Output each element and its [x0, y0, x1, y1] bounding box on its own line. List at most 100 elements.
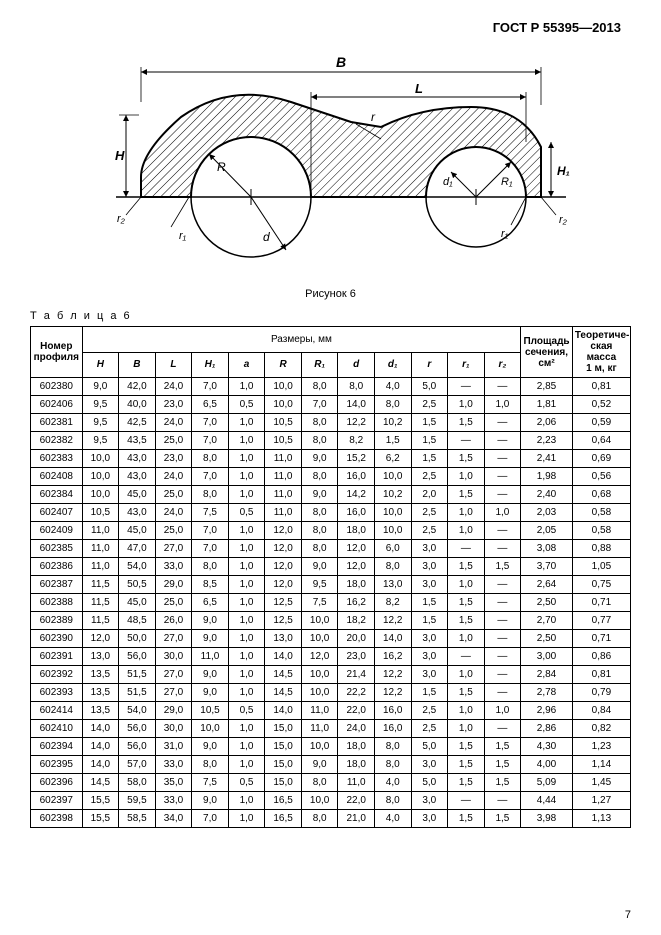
table-row: 60239715,559,533,09,01,016,510,022,08,03… — [31, 792, 631, 810]
cell-value: 7,5 — [192, 504, 229, 522]
cell-profile: 602396 — [31, 774, 83, 792]
cell-value: 3,0 — [411, 756, 448, 774]
table-row: 60239113,056,030,011,01,014,012,023,016,… — [31, 648, 631, 666]
cell-value: 18,0 — [338, 522, 375, 540]
cell-value: 10,0 — [374, 504, 411, 522]
cell-value: 3,70 — [521, 558, 573, 576]
cell-value: 1,0 — [228, 666, 265, 684]
cell-value: — — [484, 540, 521, 558]
cell-value: 16,0 — [338, 468, 375, 486]
cell-value: 1,5 — [411, 432, 448, 450]
cell-value: 12,2 — [374, 612, 411, 630]
cell-value: 10,0 — [192, 720, 229, 738]
cell-value: — — [484, 576, 521, 594]
cell-value: 31,0 — [155, 738, 192, 756]
cell-value: 14,0 — [82, 738, 119, 756]
dimensions-table: Номерпрофиля Размеры, мм Площадьсечения,… — [30, 326, 631, 828]
table-row: 60238611,054,033,08,01,012,09,012,08,03,… — [31, 558, 631, 576]
cell-value: 2,06 — [521, 414, 573, 432]
cell-value: 24,0 — [338, 720, 375, 738]
cell-value: — — [484, 684, 521, 702]
cell-value: 57,0 — [119, 756, 156, 774]
cell-value: 0,5 — [228, 702, 265, 720]
cell-value: 1,0 — [228, 486, 265, 504]
cell-profile: 602410 — [31, 720, 83, 738]
cell-value: 1,0 — [228, 540, 265, 558]
cell-value: 20,0 — [338, 630, 375, 648]
cell-value: 0,71 — [572, 594, 630, 612]
cell-value: — — [448, 648, 485, 666]
cell-profile: 602385 — [31, 540, 83, 558]
cell-value: 3,08 — [521, 540, 573, 558]
cell-value: 9,5 — [301, 576, 338, 594]
table-row: 6023809,042,024,07,01,010,08,08,04,05,0—… — [31, 378, 631, 396]
cell-value: 45,0 — [119, 522, 156, 540]
cell-value: — — [484, 486, 521, 504]
cell-value: 13,0 — [82, 648, 119, 666]
cell-value: 1,0 — [228, 720, 265, 738]
cell-value: 0,88 — [572, 540, 630, 558]
cell-value: 2,64 — [521, 576, 573, 594]
cell-value: 1,0 — [228, 612, 265, 630]
cell-value: 1,23 — [572, 738, 630, 756]
cell-value: — — [448, 378, 485, 396]
cell-value: 1,5 — [448, 558, 485, 576]
cell-value: 8,0 — [374, 756, 411, 774]
cell-value: 2,84 — [521, 666, 573, 684]
svg-text:R₁: R₁ — [501, 176, 513, 188]
cell-value: 11,0 — [301, 702, 338, 720]
cell-value: 4,0 — [374, 378, 411, 396]
cell-value: 7,0 — [192, 540, 229, 558]
cell-value: 1,0 — [228, 522, 265, 540]
cell-value: 13,0 — [265, 630, 302, 648]
cell-value: 3,00 — [521, 648, 573, 666]
cell-value: 25,0 — [155, 486, 192, 504]
cell-value: 58,5 — [119, 810, 156, 828]
cell-value: 10,0 — [265, 378, 302, 396]
cell-value: 0,59 — [572, 414, 630, 432]
cell-value: 3,0 — [411, 792, 448, 810]
cell-profile: 602394 — [31, 738, 83, 756]
cell-value: — — [484, 612, 521, 630]
cell-value: 6,5 — [192, 396, 229, 414]
cell-profile: 602392 — [31, 666, 83, 684]
cell-value: 1,5 — [484, 738, 521, 756]
svg-text:r₁: r₁ — [179, 230, 187, 242]
cell-value: 22,0 — [338, 792, 375, 810]
cell-value: 2,50 — [521, 594, 573, 612]
cell-value: 0,82 — [572, 720, 630, 738]
cell-value: 11,0 — [82, 558, 119, 576]
cell-value: 14,0 — [338, 396, 375, 414]
cell-value: 2,5 — [411, 396, 448, 414]
cell-value: 15,0 — [265, 720, 302, 738]
cell-value: 6,2 — [374, 450, 411, 468]
cell-value: 0,77 — [572, 612, 630, 630]
cell-value: 2,85 — [521, 378, 573, 396]
cell-value: 7,0 — [192, 468, 229, 486]
cell-value: 8,0 — [192, 450, 229, 468]
cell-value: 1,05 — [572, 558, 630, 576]
cell-value: 22,0 — [338, 702, 375, 720]
cell-value: 8,2 — [374, 594, 411, 612]
cell-value: — — [484, 648, 521, 666]
cell-value: 2,96 — [521, 702, 573, 720]
cell-value: 4,0 — [374, 810, 411, 828]
cell-value: 8,0 — [374, 738, 411, 756]
table-row: 60239514,057,033,08,01,015,09,018,08,03,… — [31, 756, 631, 774]
table-row: 60240810,043,024,07,01,011,08,016,010,02… — [31, 468, 631, 486]
cell-value: 16,0 — [374, 720, 411, 738]
cell-value: 12,0 — [338, 558, 375, 576]
cell-value: 0,68 — [572, 486, 630, 504]
cell-value: 1,0 — [448, 396, 485, 414]
cell-value: 10,0 — [301, 684, 338, 702]
cell-value: 2,40 — [521, 486, 573, 504]
cell-value: 1,0 — [228, 450, 265, 468]
cell-value: 3,0 — [411, 540, 448, 558]
cell-value: 0,81 — [572, 666, 630, 684]
cell-value: 15,0 — [265, 774, 302, 792]
cell-value: 10,5 — [192, 702, 229, 720]
cell-value: 27,0 — [155, 540, 192, 558]
table-row: 60239815,558,534,07,01,016,58,021,04,03,… — [31, 810, 631, 828]
cell-value: 11,0 — [82, 540, 119, 558]
cell-value: 2,50 — [521, 630, 573, 648]
